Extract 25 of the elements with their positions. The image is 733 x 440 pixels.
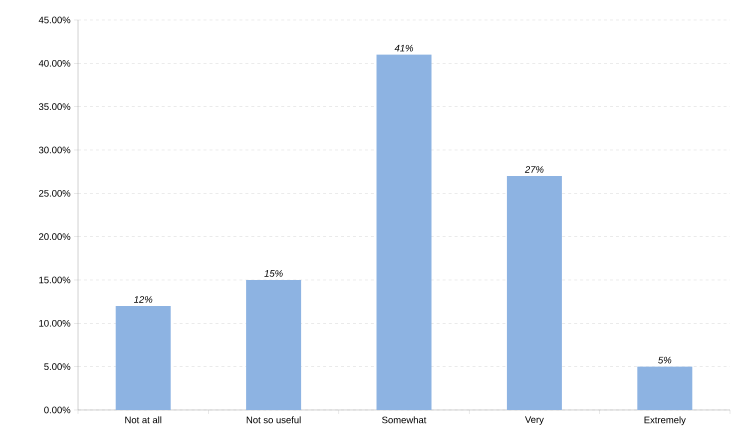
data-label: 5%: [658, 356, 672, 364]
x-tick-label: Not at all: [125, 416, 162, 424]
data-label: 41%: [394, 44, 414, 52]
y-tick-label: 25.00%: [39, 190, 70, 197]
x-tick-label: Somewhat: [382, 416, 426, 424]
bar: [246, 280, 302, 410]
y-tick-label: 20.00%: [39, 233, 70, 240]
x-tick-label: Extremely: [644, 416, 686, 426]
data-label: 27%: [524, 166, 544, 173]
y-tick-label: 15.00%: [39, 276, 70, 284]
y-tick-label: 10.00%: [39, 320, 70, 327]
y-tick-label: 45.00%: [38, 16, 70, 24]
y-tick-label: 30.00%: [38, 146, 70, 154]
y-tick-label: 0.00%: [44, 406, 70, 414]
bar: [506, 176, 562, 410]
y-tick-label: 40.00%: [38, 60, 70, 67]
bar: [376, 54, 432, 410]
x-tick-label: Very: [524, 416, 544, 425]
data-label: 12%: [134, 296, 152, 303]
bar: [637, 366, 692, 410]
bar: [116, 306, 171, 410]
x-tick-label: Not so useful: [246, 416, 301, 424]
data-label: 15%: [264, 270, 283, 277]
y-tick-label: 35.00%: [38, 103, 70, 110]
y-tick-label: 5.00%: [44, 363, 70, 370]
